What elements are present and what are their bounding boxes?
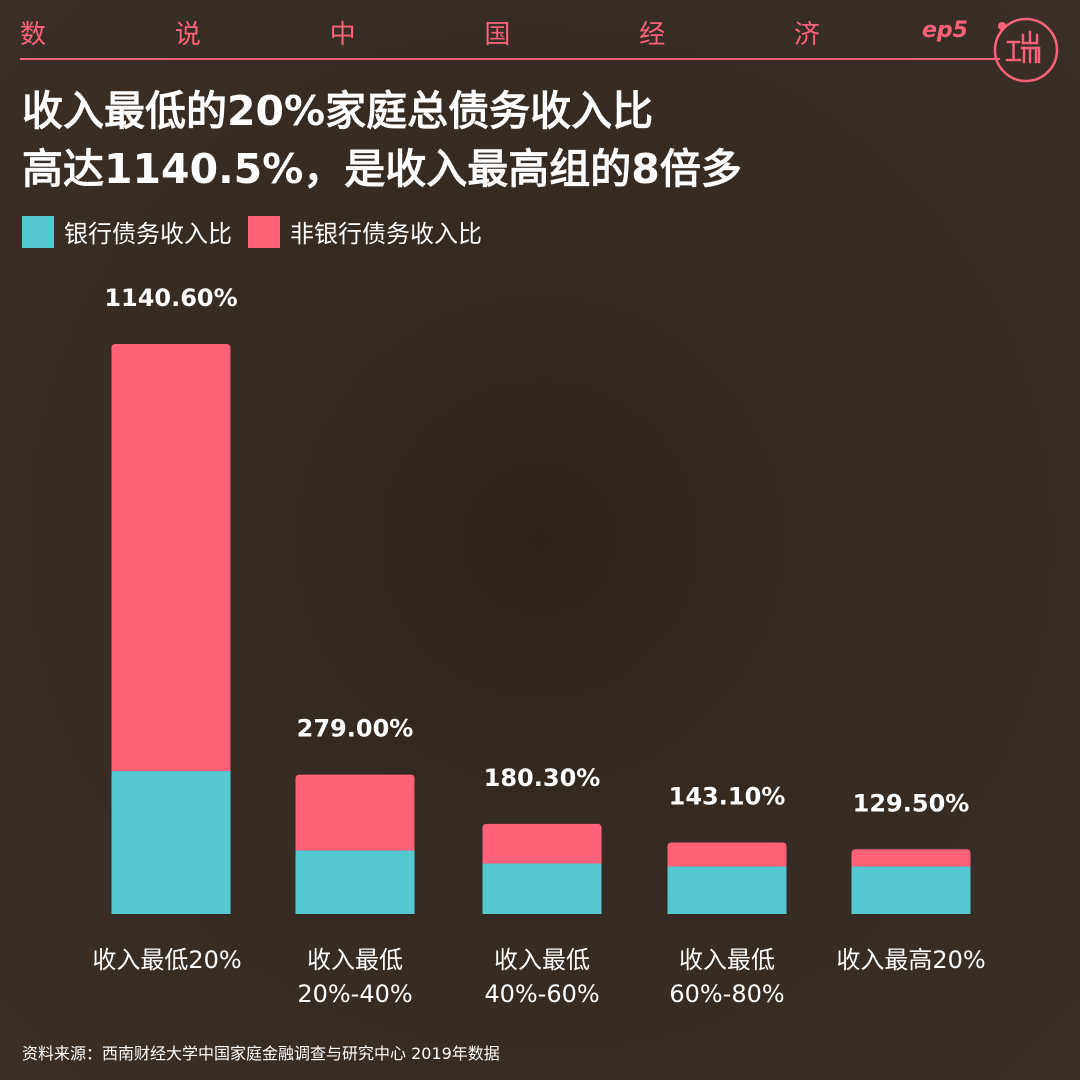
episode-label: ep5 bbox=[922, 18, 968, 43]
bar-segment-nonbank bbox=[482, 823, 602, 864]
bar-segment-nonbank bbox=[295, 774, 415, 851]
bar-segment-bank bbox=[111, 771, 231, 914]
stacked-bar-chart: 1140.60% 收入最低20% 279.00% 收入最低 20%-40% 180.30%… bbox=[92, 284, 985, 1008]
bar-segment-nonbank bbox=[667, 842, 787, 867]
x-tick-label: 40%-60% bbox=[484, 980, 599, 1008]
series-char: 中 bbox=[329, 20, 356, 50]
chart-title-line: 高达1140.5%，是收入最高组的8倍多 bbox=[22, 145, 742, 193]
legend-label-nonbank: 非银行债务收入比 bbox=[290, 220, 482, 248]
publisher-logo bbox=[993, 17, 1059, 83]
x-tick-label: 收入最低 bbox=[307, 946, 403, 974]
bar-segment-nonbank bbox=[111, 344, 231, 772]
legend-swatch-nonbank bbox=[248, 215, 280, 248]
x-tick-label: 20%-40% bbox=[297, 980, 412, 1008]
chart-title: 收入最低的20%家庭总债务收入比 高达1140.5%，是收入最高组的8倍多 bbox=[22, 82, 1022, 198]
bar-total-label: 1140.60% bbox=[104, 284, 237, 312]
bar-total-label: 279.00% bbox=[297, 715, 414, 743]
legend-item-nonbank: 非银行债务收入比 bbox=[248, 214, 482, 249]
series-char: 国 bbox=[484, 20, 511, 50]
legend-item-bank: 银行债务收入比 bbox=[22, 214, 232, 249]
chart-legend: 银行债务收入比 非银行债务收入比 bbox=[22, 214, 498, 249]
series-char: 济 bbox=[793, 20, 820, 50]
series-char: 说 bbox=[174, 20, 201, 50]
bar-segment-nonbank bbox=[851, 849, 971, 867]
bar-total-label: 129.50% bbox=[853, 789, 970, 817]
legend-label-bank: 银行债务收入比 bbox=[64, 220, 232, 248]
bar-segment-bank bbox=[295, 850, 415, 914]
series-char: 数 bbox=[20, 20, 47, 50]
series-title: 数 说 中 国 经 济 bbox=[20, 14, 820, 51]
x-tick-label: 收入最低20% bbox=[92, 946, 241, 974]
x-tick-label: 收入最低 bbox=[679, 946, 775, 974]
bar-segment-bank bbox=[851, 866, 971, 914]
bar-segment-bank bbox=[482, 863, 602, 914]
bar-segment-bank bbox=[667, 866, 787, 914]
chart-title-line: 收入最低的20%家庭总债务收入比 bbox=[22, 87, 654, 135]
source-note: 资料来源：西南财经大学中国家庭金融调查与研究中心 2019年数据 bbox=[22, 1044, 500, 1063]
x-tick-label: 收入最高20% bbox=[836, 946, 985, 974]
series-char: 经 bbox=[639, 20, 666, 50]
x-tick-label: 60%-80% bbox=[669, 980, 784, 1008]
series-header: 数 说 中 国 经 济 ep5 bbox=[0, 0, 1080, 83]
legend-swatch-bank bbox=[22, 215, 54, 248]
x-tick-label: 收入最低 bbox=[494, 946, 590, 974]
header-divider bbox=[20, 58, 1000, 60]
bar-total-label: 180.30% bbox=[484, 764, 601, 792]
bar-total-label: 143.10% bbox=[669, 782, 786, 810]
